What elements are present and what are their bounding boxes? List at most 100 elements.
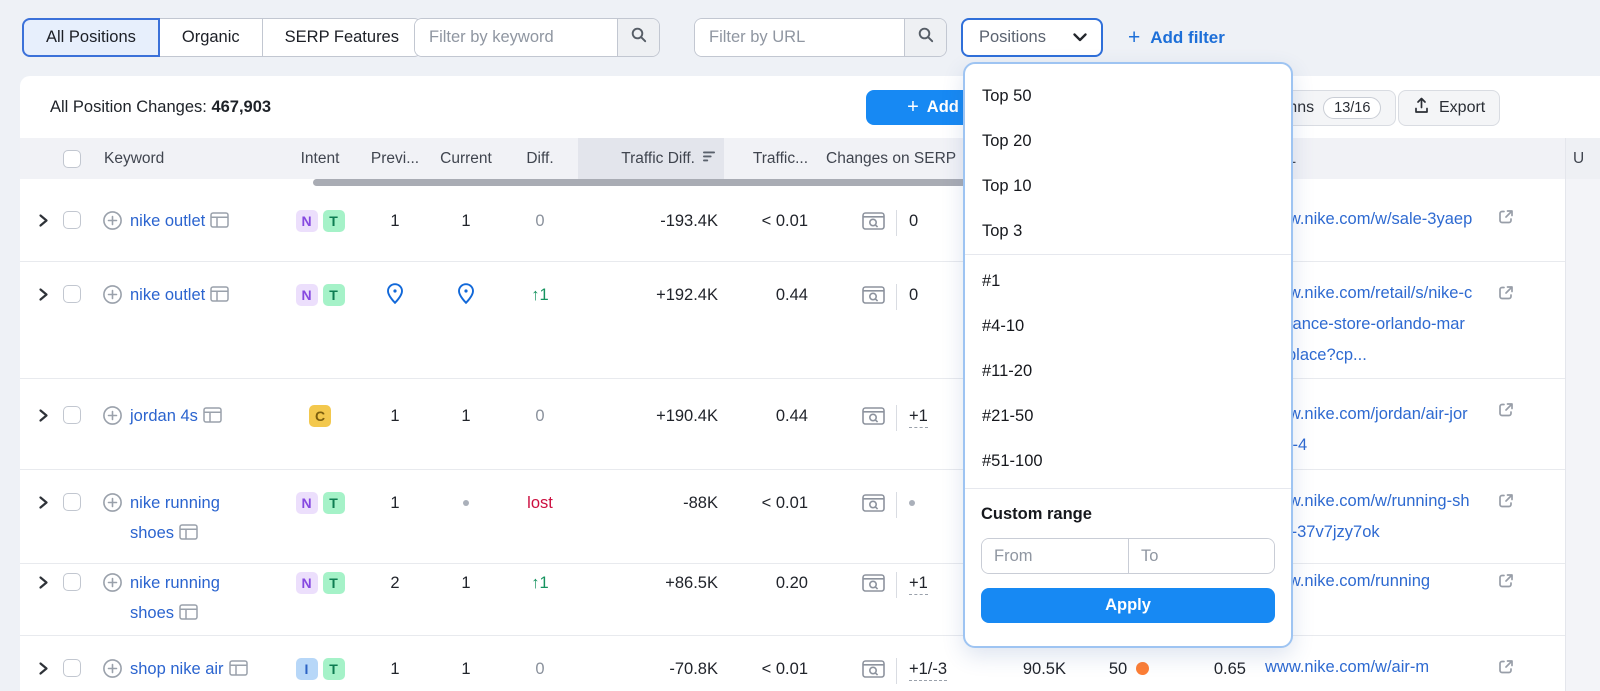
keyword-link[interactable]: nike running shoes	[130, 574, 220, 622]
serp-preview-icon[interactable]	[862, 286, 885, 307]
url-link[interactable]: www.nike.com/retail/s/nike-clearance-sto…	[1265, 284, 1473, 364]
add-keyword-icon[interactable]	[102, 405, 123, 432]
positions-filter-dropdown-button[interactable]: Positions	[961, 18, 1103, 57]
expand-cell	[20, 186, 56, 261]
positions-option-top-50[interactable]: Top 50	[982, 87, 1032, 105]
url-cell: www.nike.com/w/air-m	[1252, 636, 1539, 691]
serp-preview-icon[interactable]	[862, 574, 885, 595]
add-keyword-icon[interactable]	[102, 210, 123, 237]
url-link[interactable]: www.nike.com/running	[1265, 572, 1431, 590]
keyword-link[interactable]: nike running shoes	[130, 494, 220, 542]
tab-all-positions[interactable]: All Positions	[22, 18, 160, 57]
row-checkbox[interactable]	[63, 659, 81, 677]
keyword-text: nike running shoes	[130, 568, 254, 628]
column-header-previ[interactable]: Previ...	[370, 149, 420, 167]
keyword-link[interactable]: nike outlet	[130, 212, 206, 230]
tab-organic[interactable]: Organic	[158, 18, 263, 57]
external-link-icon[interactable]	[1497, 401, 1515, 425]
serp-changes-value[interactable]: +1/-3	[909, 658, 948, 681]
keyword-link[interactable]: shop nike air	[130, 660, 224, 678]
expand-row-button[interactable]	[34, 659, 52, 681]
sort-descending-icon[interactable]	[702, 150, 718, 168]
external-link-icon[interactable]	[1497, 492, 1515, 516]
column-header-url[interactable]: URL	[1252, 138, 1539, 179]
positions-option-rank-1[interactable]: #1	[982, 272, 1001, 290]
keyword-text: nike outlet	[130, 280, 254, 310]
external-link-icon[interactable]	[1497, 658, 1515, 682]
serp-preview-icon[interactable]	[862, 660, 885, 681]
traffic-cell: 0.44	[775, 407, 808, 425]
apply-button[interactable]: Apply	[981, 588, 1275, 623]
current-position-cell: 1	[430, 636, 502, 691]
expand-row-button[interactable]	[34, 573, 52, 595]
serp-preview-icon[interactable]	[862, 212, 885, 233]
positions-range-list: #1 #4-10 #11-20 #21-50 #51-100	[965, 255, 1291, 488]
serp-preview-icon[interactable]	[862, 407, 885, 428]
export-button[interactable]: Export	[1398, 90, 1501, 126]
kd-difficulty-dot	[1136, 662, 1150, 675]
column-header-changes-on-serp[interactable]: Changes on SERP	[826, 149, 957, 167]
column-header-diff[interactable]: Diff.	[526, 149, 554, 167]
row-checkbox[interactable]	[63, 285, 81, 303]
url-link[interactable]: www.nike.com/w/sale-3yaep	[1265, 210, 1473, 228]
positions-option-rank-4-10[interactable]: #4-10	[982, 317, 1025, 335]
external-link-icon[interactable]	[1497, 208, 1515, 232]
serp-changes-cell: +1	[814, 564, 978, 635]
expand-row-button[interactable]	[34, 211, 52, 233]
serp-changes-value[interactable]: +1	[909, 572, 928, 595]
row-checkbox[interactable]	[63, 211, 81, 229]
external-link-icon[interactable]	[1497, 572, 1515, 596]
expand-cell	[20, 379, 56, 469]
positions-option-top-10[interactable]: Top 10	[982, 177, 1032, 195]
add-filter-button[interactable]: + Add filter	[1128, 18, 1225, 57]
column-header-intent[interactable]: Intent	[300, 149, 340, 167]
serp-changes-value[interactable]: +1	[909, 405, 928, 428]
url-search-button[interactable]	[904, 19, 946, 56]
external-link-icon[interactable]	[1497, 284, 1515, 308]
positions-option-rank-21-50[interactable]: #21-50	[982, 407, 1034, 425]
row-checkbox[interactable]	[63, 406, 81, 424]
range-to-input[interactable]	[1128, 539, 1274, 573]
position-pin-icon	[384, 282, 406, 311]
expand-row-button[interactable]	[34, 493, 52, 515]
row-checkbox[interactable]	[63, 573, 81, 591]
checkbox-cell	[56, 470, 88, 563]
column-header-traffic-diff[interactable]: Traffic Diff.	[578, 138, 724, 179]
url-link[interactable]: www.nike.com/w/running-shoes-37v7jzy7ok	[1265, 492, 1470, 541]
column-header-keyword[interactable]: Keyword	[104, 149, 165, 167]
columns-count-badge: 13/16	[1323, 97, 1382, 119]
url-link[interactable]: www.nike.com/w/air-m	[1265, 658, 1430, 676]
url-cell: www.nike.com/w/sale-3yaep	[1252, 186, 1539, 261]
horizontal-scrollbar[interactable]	[313, 179, 1243, 186]
traffic-cell: 0.20	[775, 574, 808, 592]
positions-option-top-3[interactable]: Top 3	[982, 222, 1023, 240]
row-checkbox[interactable]	[63, 493, 81, 511]
column-header-traffic[interactable]: Traffic...	[752, 149, 808, 167]
keyword-link[interactable]: nike outlet	[130, 286, 206, 304]
select-all-checkbox[interactable]	[63, 150, 81, 168]
positions-option-rank-11-20[interactable]: #11-20	[982, 362, 1033, 380]
keyword-search-button[interactable]	[617, 19, 659, 56]
column-header-current[interactable]: Current	[440, 149, 492, 167]
expand-row-button[interactable]	[34, 406, 52, 428]
add-keyword-icon[interactable]	[102, 492, 123, 519]
url-filter-input[interactable]	[695, 19, 904, 56]
add-keyword-icon[interactable]	[102, 658, 123, 685]
add-keyword-icon[interactable]	[102, 572, 123, 599]
keyword-text: jordan 4s	[130, 401, 254, 431]
expand-row-button[interactable]	[34, 285, 52, 307]
tab-serp-features[interactable]: SERP Features	[261, 18, 422, 57]
positions-option-rank-51-100[interactable]: #51-100	[982, 452, 1043, 470]
keyword-filter-input[interactable]	[415, 19, 617, 56]
previous-position-cell: 2	[360, 564, 430, 635]
positions-option-top-20[interactable]: Top 20	[982, 132, 1032, 150]
serp-preview-icon[interactable]	[862, 494, 885, 515]
keyword-link[interactable]: jordan 4s	[130, 407, 198, 425]
intent-badge-C: C	[309, 405, 331, 427]
range-from-input[interactable]	[982, 539, 1128, 573]
keyword-cell: nike running shoes	[88, 564, 280, 635]
add-button-label: Add	[926, 98, 959, 116]
add-keyword-icon[interactable]	[102, 284, 123, 311]
url-link[interactable]: www.nike.com/jordan/air-jordan-4	[1265, 405, 1468, 454]
